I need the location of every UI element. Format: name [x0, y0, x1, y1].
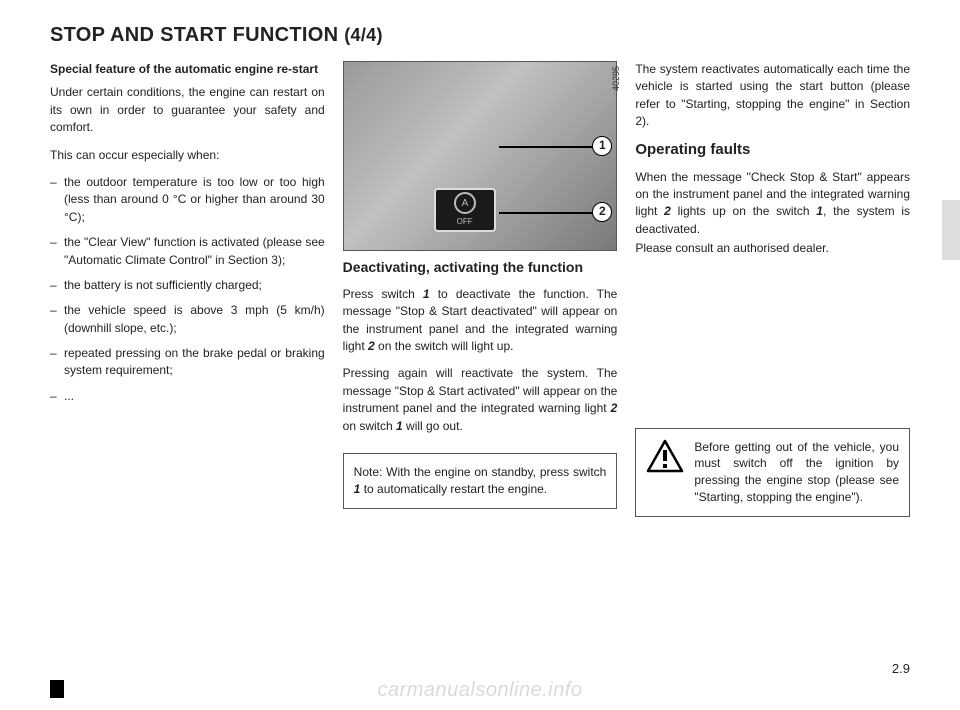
callout-line-2 [499, 212, 599, 214]
col2-p2: Pressing again will reactivate the syste… [343, 365, 618, 435]
callout-2: 2 [592, 202, 612, 222]
col1-p2: This can occur especially when: [50, 147, 325, 164]
bullet: the outdoor temperature is too low or to… [50, 174, 325, 226]
column-right: The system reactivates automatically eac… [635, 61, 910, 517]
dashboard-photo: 40295 OFF 1 2 [343, 61, 618, 251]
button-off-label: OFF [457, 216, 473, 228]
bullet: ... [50, 388, 325, 405]
stop-start-button-icon: OFF [434, 188, 496, 232]
callout-1: 1 [592, 136, 612, 156]
page-title: STOP AND START FUNCTION (4/4) [50, 24, 910, 47]
note-box: Note: With the engine on standby, press … [343, 453, 618, 509]
manual-page: STOP AND START FUNCTION (4/4) Special fe… [0, 0, 960, 710]
photo-code: 40295 [610, 66, 623, 91]
callout-line-1 [499, 146, 599, 148]
warning-box: Before getting out of the vehicle, you m… [635, 428, 910, 517]
title-main: STOP AND START FUNCTION [50, 24, 338, 46]
foot-mark [50, 680, 64, 698]
columns: Special feature of the automatic engine … [50, 61, 910, 517]
col3-p1: The system reactivates automatically eac… [635, 61, 910, 131]
bullet: repeated pressing on the brake pedal or … [50, 345, 325, 380]
title-part: (4/4) [344, 25, 383, 45]
warning-icon [646, 439, 684, 506]
warning-text: Before getting out of the vehicle, you m… [694, 439, 899, 506]
col1-p1: Under certain conditions, the engine can… [50, 84, 325, 136]
watermark: carmanualsonline.info [0, 679, 960, 702]
bullet: the "Clear View" function is activated (… [50, 234, 325, 269]
col2-p1: Press switch 1 to deactivate the functio… [343, 286, 618, 356]
column-left: Special feature of the automatic engine … [50, 61, 325, 517]
bullet: the battery is not sufficiently charged; [50, 277, 325, 294]
page-number: 2.9 [892, 661, 910, 676]
col1-bullets: the outdoor temperature is too low or to… [50, 174, 325, 405]
bullet: the vehicle speed is above 3 mph (5 km/h… [50, 302, 325, 337]
side-tab [942, 200, 960, 260]
col1-subhead: Special feature of the automatic engine … [50, 61, 325, 78]
col3-section-head: Operating faults [635, 141, 910, 159]
col3-p2: When the message "Check Stop & Start" ap… [635, 169, 910, 239]
column-middle: 40295 OFF 1 2 Deactivating, activating t… [343, 61, 618, 517]
col2-section-head: Deactivating, activating the function [343, 259, 618, 276]
col3-p3: Please consult an authorised dealer. [635, 240, 910, 257]
